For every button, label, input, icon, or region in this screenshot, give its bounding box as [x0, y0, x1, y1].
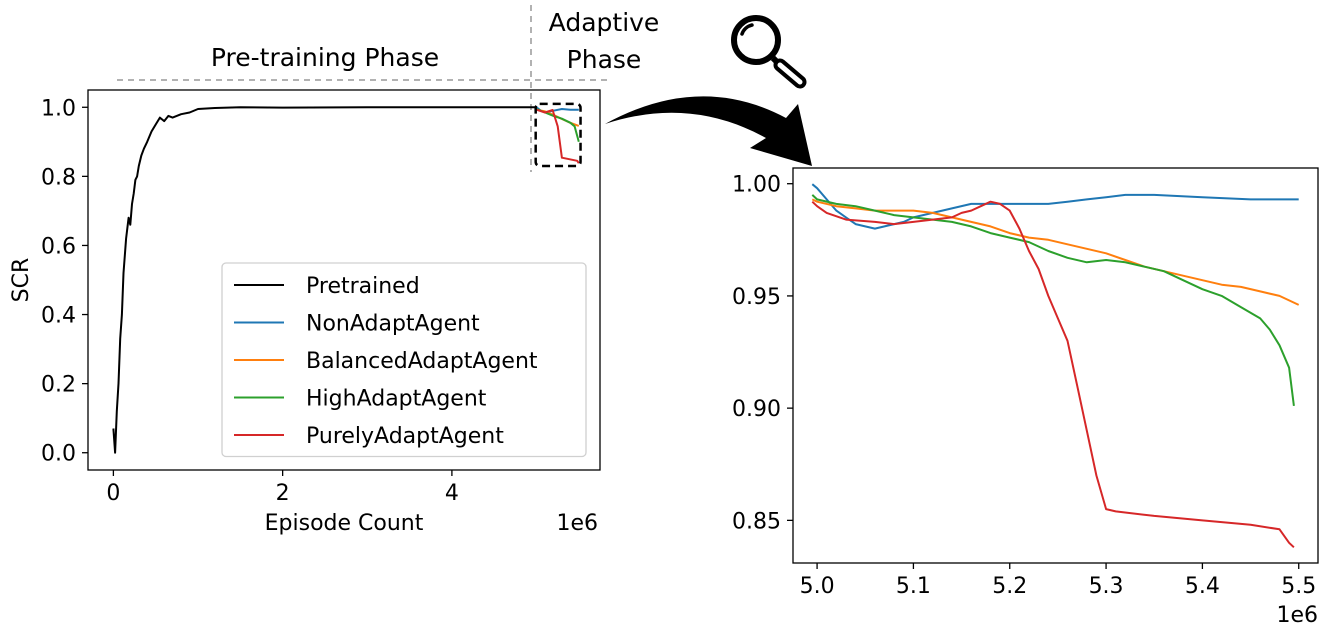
legend-label-pretrained: Pretrained — [306, 274, 420, 299]
adaptive-phase-label-line2: Phase — [567, 45, 642, 74]
y-tick-label: 1.00 — [732, 173, 781, 198]
y-tick-label: 0.90 — [732, 397, 781, 422]
legend-box — [221, 262, 587, 458]
series-line-purely-adapt-agent — [811, 200, 1295, 549]
y-tick-label: 0.85 — [732, 509, 781, 534]
y-tick-label: 0.6 — [41, 234, 76, 259]
x-tick-label: 5.4 — [1185, 574, 1220, 599]
plot-frame — [792, 167, 1319, 564]
plot-frame — [87, 89, 601, 471]
zoom-box — [534, 102, 582, 168]
x-tick-label: 4 — [445, 481, 459, 506]
adaptive-phase-label-line1: Adaptive — [549, 8, 660, 37]
y-tick-label: 0.4 — [41, 304, 76, 329]
x-tick-label: 5.5 — [1281, 574, 1316, 599]
x-tick-label: 0 — [106, 481, 120, 506]
x-tick-label: 5.2 — [992, 574, 1027, 599]
pretraining-phase-label: Pre-training Phase — [211, 43, 439, 72]
right-plot: 5.0 5.1 5.2 5.3 5.4 5.5 0.85 0.90 0.95 1.00 1e6 — [732, 167, 1319, 628]
y-axis-label: SCR — [9, 258, 34, 303]
magnifier-icon — [731, 15, 807, 89]
series-line-balanced-adapt-agent — [811, 198, 1300, 306]
left-plot: 0 2 4 0.0 0.2 0.4 0.6 0.8 1.0 Episode Count SCR 1e6… — [9, 89, 601, 536]
y-tick-label: 0.0 — [41, 442, 76, 467]
y-tick-label: 0.2 — [41, 373, 76, 398]
legend-label-balanced-adapt-agent: BalancedAdaptAgent — [306, 349, 538, 374]
x-offset-label: 1e6 — [1276, 603, 1318, 628]
x-offset-label: 1e6 — [556, 511, 598, 536]
legend-label-non-adapt-agent: NonAdaptAgent — [306, 312, 480, 337]
legend-label-purely-adapt-agent: PurelyAdaptAgent — [306, 424, 504, 449]
series-line-high-adapt-agent — [811, 194, 1295, 407]
y-tick-label: 0.8 — [41, 165, 76, 190]
series-line-pretrained — [112, 106, 537, 454]
legend-label-high-adapt-agent: HighAdaptAgent — [306, 387, 487, 412]
series-line-non-adapt-agent — [811, 183, 1299, 230]
curved-arrow-icon — [605, 96, 812, 166]
x-tick-label: 2 — [276, 481, 290, 506]
y-tick-label: 1.0 — [41, 96, 76, 121]
series-line-purely-adapt-agent — [536, 108, 580, 164]
x-tick-label: 5.1 — [896, 574, 931, 599]
y-tick-label: 0.95 — [732, 285, 781, 310]
x-tick-label: 5.0 — [800, 574, 835, 599]
x-tick-label: 5.3 — [1089, 574, 1124, 599]
x-axis-label: Episode Count — [265, 511, 424, 536]
